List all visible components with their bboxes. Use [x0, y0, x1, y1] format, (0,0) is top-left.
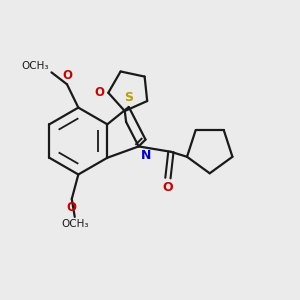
Text: O: O: [95, 86, 105, 99]
Text: O: O: [67, 201, 77, 214]
Text: N: N: [141, 149, 152, 162]
Text: O: O: [62, 69, 72, 82]
Text: O: O: [162, 181, 172, 194]
Text: S: S: [124, 91, 133, 104]
Text: OCH₃: OCH₃: [61, 219, 88, 229]
Text: OCH₃: OCH₃: [22, 61, 49, 71]
